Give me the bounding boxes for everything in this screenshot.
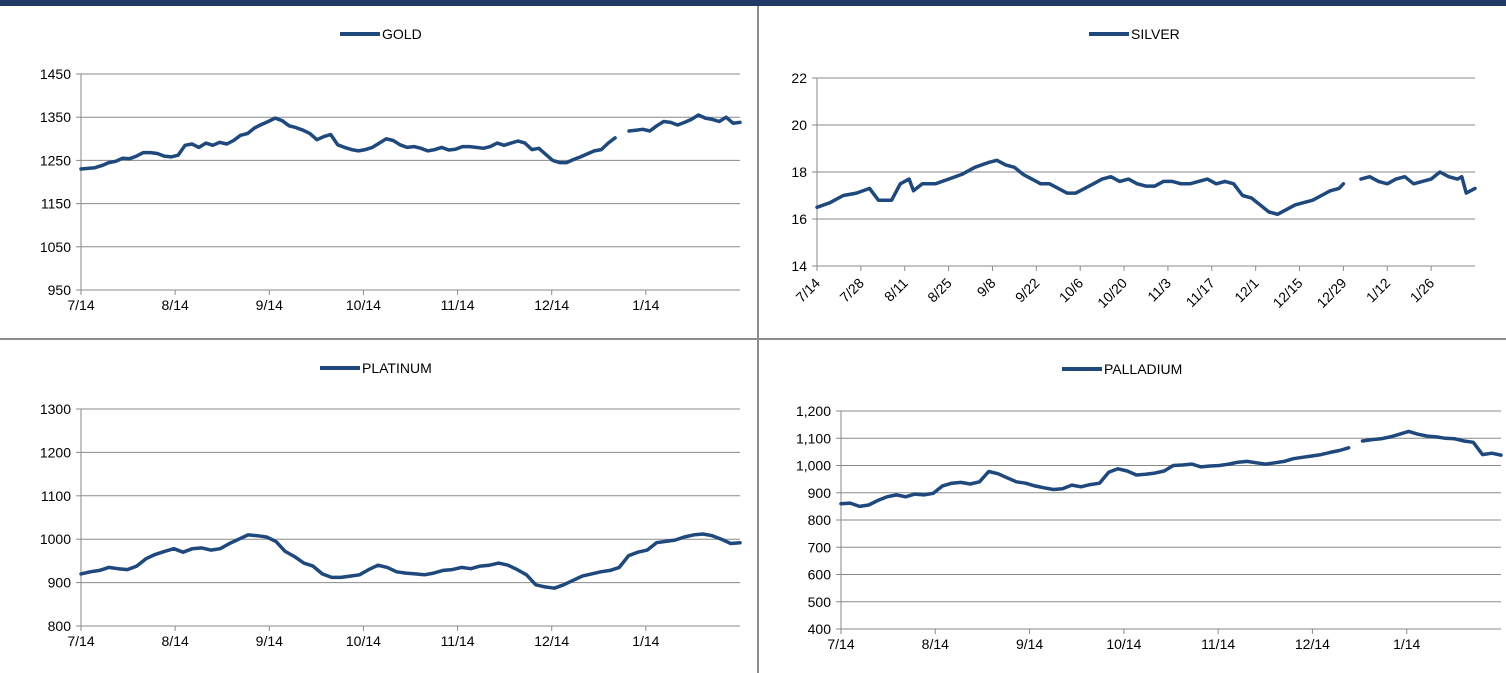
x-tick-label: 8/14: [162, 633, 189, 649]
series-line: [79, 532, 742, 590]
x-tick-label: 1/14: [632, 633, 659, 649]
y-tick-label: 900: [808, 485, 832, 501]
x-tick-label: 1/12: [1363, 275, 1394, 306]
y-tick-label: 800: [808, 512, 832, 528]
y-tick-label: 400: [808, 621, 832, 637]
x-tick-label: 9/8: [974, 275, 999, 300]
silver-chart-panel: SILVER 14 16 18 20 22 7/14 7/28 8/11 8/25 9/8 9/22 1…: [759, 6, 1506, 338]
y-tick-label: 900: [48, 575, 72, 591]
x-tick-label: 7/14: [67, 297, 94, 313]
x-tick-label: 8/14: [922, 636, 949, 652]
x-tick-label: 8/14: [162, 297, 189, 313]
series-line: [1360, 429, 1503, 457]
x-tick-label: 12/1: [1231, 275, 1262, 306]
x-tick-label: 12/15: [1270, 275, 1306, 311]
y-tick-label: 1000: [40, 531, 71, 547]
x-tick-label: 10/6: [1056, 275, 1087, 306]
x-tick-label: 9/22: [1012, 275, 1043, 306]
y-tick-label: 1350: [40, 109, 71, 125]
x-tick-label: 11/14: [1201, 636, 1235, 652]
y-tick-label: 1450: [40, 66, 71, 82]
x-tick-label: 10/20: [1094, 275, 1130, 311]
top-header-bar: [0, 0, 1506, 6]
y-tick-label: 600: [808, 567, 832, 583]
platinum-chart-panel: PLATINUM 800 900 1000 1100 1200 1300 7/14 8/14 9/…: [0, 340, 757, 673]
x-tick-label: 1/26: [1407, 275, 1438, 306]
y-tick-label: 1100: [41, 488, 71, 504]
x-tick-label: 7/14: [793, 275, 824, 306]
y-tick-label: 1,100: [796, 430, 831, 446]
panel-divider-horizontal: [0, 338, 1506, 340]
x-tick-label: 8/25: [924, 275, 955, 306]
y-tick-label: 20: [791, 117, 807, 133]
x-tick-label: 1/14: [1393, 636, 1420, 652]
x-tick-label: 9/14: [256, 633, 283, 649]
series-line: [627, 113, 742, 133]
legend-label: GOLD: [382, 26, 422, 42]
y-tick-label: 18: [791, 164, 807, 180]
gold-chart-panel: GOLD 950 1050 1150 1250 1350 1450 7/14 8/14 9/14 1…: [0, 6, 757, 338]
x-tick-label: 11/14: [441, 297, 475, 313]
y-tick-label: 1050: [40, 239, 71, 255]
x-tick-label: 11/3: [1144, 275, 1174, 305]
x-tick-label: 7/14: [67, 633, 94, 649]
palladium-chart-panel: PALLADIUM 400 500 600 700 800 900 1,000 1,100 1,2…: [759, 340, 1506, 673]
x-tick-label: 12/14: [534, 633, 569, 649]
legend-label: PALLADIUM: [1104, 361, 1182, 377]
palladium-chart: PALLADIUM 400 500 600 700 800 900 1,000 1,100 1,2…: [796, 361, 1503, 652]
x-tick-label: 8/11: [881, 275, 911, 305]
x-tick-label: 11/17: [1183, 275, 1219, 311]
y-tick-label: 1,000: [796, 458, 831, 474]
series-line: [839, 446, 1351, 509]
y-tick-label: 14: [791, 258, 807, 274]
x-tick-label: 9/14: [1016, 636, 1043, 652]
x-tick-label: 1/14: [632, 297, 659, 313]
x-tick-label: 7/28: [836, 275, 867, 306]
legend-label: SILVER: [1131, 26, 1180, 42]
y-tick-label: 22: [791, 70, 807, 86]
y-tick-label: 500: [808, 594, 832, 610]
x-tick-label: 12/14: [534, 297, 569, 313]
x-tick-label: 9/14: [256, 297, 283, 313]
y-tick-label: 700: [808, 539, 832, 555]
x-tick-label: 7/14: [827, 636, 854, 652]
y-tick-label: 1200: [40, 444, 71, 460]
series-line: [815, 158, 1346, 217]
x-tick-label: 12/14: [1295, 636, 1330, 652]
platinum-chart: PLATINUM 800 900 1000 1100 1200 1300 7/14 8/14 9/…: [40, 360, 742, 649]
y-tick-label: 16: [791, 211, 807, 227]
x-tick-label: 10/14: [346, 633, 381, 649]
x-tick-label: 10/14: [1106, 636, 1141, 652]
y-tick-label: 800: [48, 618, 72, 634]
legend-label: PLATINUM: [362, 360, 432, 376]
y-tick-label: 1250: [40, 152, 71, 168]
y-tick-label: 950: [48, 282, 72, 298]
gold-chart: GOLD 950 1050 1150 1250 1350 1450 7/14 8/14 9/14 1…: [40, 26, 742, 313]
y-tick-label: 1300: [40, 401, 71, 417]
x-tick-label: 10/14: [346, 297, 381, 313]
x-tick-label: 11/14: [441, 633, 475, 649]
series-line: [1359, 170, 1477, 195]
y-tick-label: 1150: [41, 196, 71, 212]
series-line: [79, 116, 617, 171]
y-tick-label: 1,200: [796, 403, 831, 419]
silver-chart: SILVER 14 16 18 20 22 7/14 7/28 8/11 8/25 9/8 9/22 1…: [791, 26, 1477, 311]
x-tick-label: 12/29: [1313, 275, 1349, 311]
